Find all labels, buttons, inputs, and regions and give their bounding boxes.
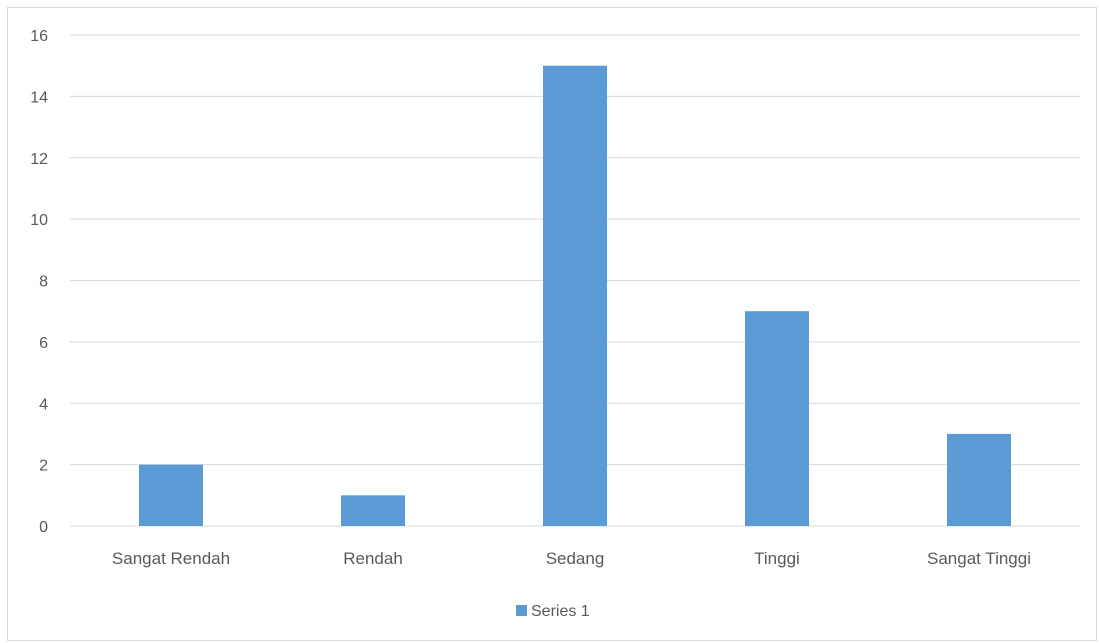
y-tick-label-14: 14 — [30, 89, 48, 106]
y-tick-label-12: 12 — [30, 151, 48, 168]
y-axis-tick-labels: 0 2 4 6 8 10 12 14 16 — [30, 28, 48, 536]
y-tick-label-2: 2 — [39, 458, 48, 475]
y-tick-label-0: 0 — [39, 519, 48, 536]
bar-sangat-rendah — [139, 464, 203, 526]
legend: Series 1 — [516, 603, 590, 620]
y-tick-label-8: 8 — [39, 274, 48, 291]
y-tick-label-4: 4 — [39, 396, 48, 413]
y-tick-label-16: 16 — [30, 28, 48, 45]
bar-rendah — [341, 495, 405, 526]
legend-label-series-1: Series 1 — [531, 603, 590, 620]
x-category-label-rendah: Rendah — [343, 549, 403, 568]
y-tick-label-6: 6 — [39, 335, 48, 352]
x-axis-category-labels: Sangat Rendah Rendah Sedang Tinggi Sangat Ti… — [112, 549, 1031, 568]
bar-tinggi — [745, 311, 809, 526]
bars — [139, 65, 1011, 526]
x-category-label-tinggi: Tinggi — [754, 549, 800, 568]
bar-sedang — [543, 65, 607, 526]
x-category-label-sangat-rendah: Sangat Rendah — [112, 549, 230, 568]
x-category-label-sedang: Sedang — [546, 549, 605, 568]
y-tick-label-10: 10 — [30, 212, 48, 229]
bar-sangat-tinggi — [947, 433, 1011, 526]
x-category-label-sangat-tinggi: Sangat Tinggi — [927, 549, 1031, 568]
legend-swatch-series-1 — [516, 605, 527, 616]
